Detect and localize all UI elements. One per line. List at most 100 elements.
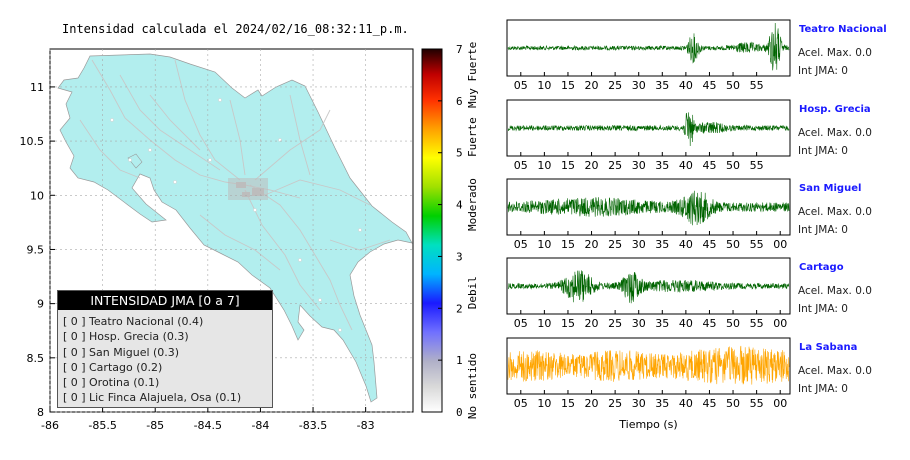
colorbar-category-label: Muy Fuerte <box>466 42 479 108</box>
trace-tick-label: 55 <box>750 238 764 251</box>
map-y-ticks: 8 8.5 9 9.5 10 10.5 11 <box>20 81 55 419</box>
map-x-tick-label: -85.5 <box>88 419 116 432</box>
trace-tick-label: 20 <box>585 317 599 330</box>
station-acel-max: Acel. Max. 0.0 <box>798 47 872 59</box>
trace-tick-label: 15 <box>561 238 575 251</box>
trace-tick-label: 15 <box>561 159 575 172</box>
station-name: San Miguel <box>799 183 862 194</box>
map-x-tick-label: -84 <box>251 419 269 432</box>
trace-tick-label: 00 <box>773 317 787 330</box>
trace-tick-label: 35 <box>655 159 669 172</box>
trace-tick-label: 40 <box>679 397 693 410</box>
trace-tick-label: 00 <box>773 397 787 410</box>
colorbar-tick-label: 3 <box>456 250 463 263</box>
traces-x-label: Tiempo (s) <box>618 418 677 431</box>
legend-item-index: [ 0 ] <box>63 330 86 344</box>
trace-tick-label: 15 <box>561 79 575 92</box>
trace-tick-label: 50 <box>726 397 740 410</box>
legend-item-label: San Miguel (0.3) <box>89 345 180 359</box>
colorbar-tick-label: 0 <box>456 406 463 419</box>
waveform-panel: 05 10 15 20 25 30 35 40 45 50 55 <box>506 99 791 172</box>
trace-tick-label: 45 <box>702 79 716 92</box>
trace-tick-label: 55 <box>750 317 764 330</box>
trace-tick-label: 25 <box>608 397 622 410</box>
colorbar-tick-label: 7 <box>456 43 463 56</box>
legend-item: [ 0 ] Orotina (0.1) <box>58 375 241 390</box>
colorbar-gradient <box>421 48 443 413</box>
station-acel-max: Acel. Max. 0.0 <box>798 127 872 139</box>
trace-tick-label: 45 <box>702 397 716 410</box>
map-y-tick-label: 9 <box>37 298 44 311</box>
trace-tick-label: 15 <box>561 397 575 410</box>
waveform-panel: 05 10 15 20 25 30 35 40 45 50 55 00 <box>506 257 791 330</box>
colorbar-category-label: No sentido <box>466 353 479 419</box>
trace-tick-label: 20 <box>585 159 599 172</box>
trace-tick-label: 35 <box>655 79 669 92</box>
legend-item-label: Teatro Nacional (0.4) <box>89 315 204 328</box>
legend-item-index: [ 0 ] <box>63 315 86 328</box>
trace-tick-label: 30 <box>632 159 646 172</box>
legend-item-label: Lic Finca Alajuela, Osa (0.1) <box>89 391 242 405</box>
waveform-trace <box>507 22 790 71</box>
map-x-tick-label: -86 <box>41 419 59 432</box>
station-acel-max: Acel. Max. 0.0 <box>798 365 872 377</box>
station-markers <box>110 98 362 332</box>
station-acel-max: Acel. Max. 0.0 <box>798 206 872 218</box>
waveform-trace <box>507 190 790 226</box>
map-y-tick-label: 8 <box>37 406 44 419</box>
map-x-tick-label: -83 <box>357 419 375 432</box>
map-y-tick-label: 10.5 <box>20 135 45 148</box>
map-y-tick-label: 8.5 <box>27 352 45 365</box>
station-jma: Int JMA: 0 <box>798 145 848 157</box>
trace-tick-label: 30 <box>632 397 646 410</box>
trace-tick-label: 10 <box>537 317 551 330</box>
station-jma: Int JMA: 0 <box>798 383 848 395</box>
map-x-tick-label: -85 <box>146 419 164 432</box>
legend-item-label: Orotina (0.1) <box>89 376 160 390</box>
trace-tick-label: 10 <box>537 79 551 92</box>
legend-item: [ 0 ] San Miguel (0.3) <box>58 345 241 360</box>
legend-item-index: [ 0 ] <box>63 391 86 405</box>
trace-tick-label: 35 <box>655 317 669 330</box>
trace-tick-label: 10 <box>537 238 551 251</box>
waveform-trace <box>507 270 790 304</box>
nicoya-gulf-island <box>127 153 143 169</box>
trace-tick-label: 40 <box>679 79 693 92</box>
trace-tick-label: 40 <box>679 159 693 172</box>
station-acel-max: Acel. Max. 0.0 <box>798 285 872 297</box>
trace-tick-label: 20 <box>585 238 599 251</box>
legend-item-label: Hosp. Grecia (0.3) <box>89 330 189 344</box>
trace-tick-label: 35 <box>655 397 669 410</box>
trace-tick-label: 05 <box>514 317 528 330</box>
legend-item-index: [ 0 ] <box>63 376 86 390</box>
colorbar-tick-label: 2 <box>456 302 463 315</box>
waveform-panel: 05 10 15 20 25 30 35 40 45 50 55 00 <box>506 178 791 251</box>
colorbar-category-label: Moderado <box>466 178 479 231</box>
trace-tick-label: 55 <box>750 397 764 410</box>
trace-tick-label: 55 <box>750 159 764 172</box>
legend-item-label: Cartago (0.2) <box>89 360 163 374</box>
trace-tick-label: 45 <box>702 317 716 330</box>
waveform-trace <box>508 112 790 147</box>
colorbar-category-label: Fuerte <box>466 117 479 157</box>
map-y-tick-label: 10 <box>30 189 44 202</box>
trace-tick-label: 50 <box>726 317 740 330</box>
waveform-trace <box>507 345 790 385</box>
trace-tick-label: 25 <box>608 159 622 172</box>
colorbar-ticks: 0 1 2 3 4 5 6 7 <box>438 43 463 419</box>
trace-tick-label: 15 <box>561 317 575 330</box>
colorbar-categories: No sentido Debil Moderado Fuerte Muy Fuerte <box>466 42 479 419</box>
legend-item: [ 0 ] Teatro Nacional (0.4) <box>58 314 241 329</box>
trace-tick-label: 30 <box>632 317 646 330</box>
page-title: Intensidad calculada el 2024/02/16_08:32… <box>62 22 409 36</box>
map-x-tick-label: -83.5 <box>299 419 327 432</box>
trace-tick-label: 05 <box>514 397 528 410</box>
map-y-tick-label: 11 <box>30 81 44 94</box>
trace-tick-label: 50 <box>726 238 740 251</box>
map-x-ticks: -86 -85.5 -85 -84.5 -84 -83.5 -83 <box>41 407 375 432</box>
trace-tick-label: 10 <box>537 397 551 410</box>
trace-tick-label: 40 <box>679 317 693 330</box>
legend-item-index: [ 0 ] <box>63 360 86 374</box>
legend-item: [ 0 ] Hosp. Grecia (0.3) <box>58 329 241 344</box>
